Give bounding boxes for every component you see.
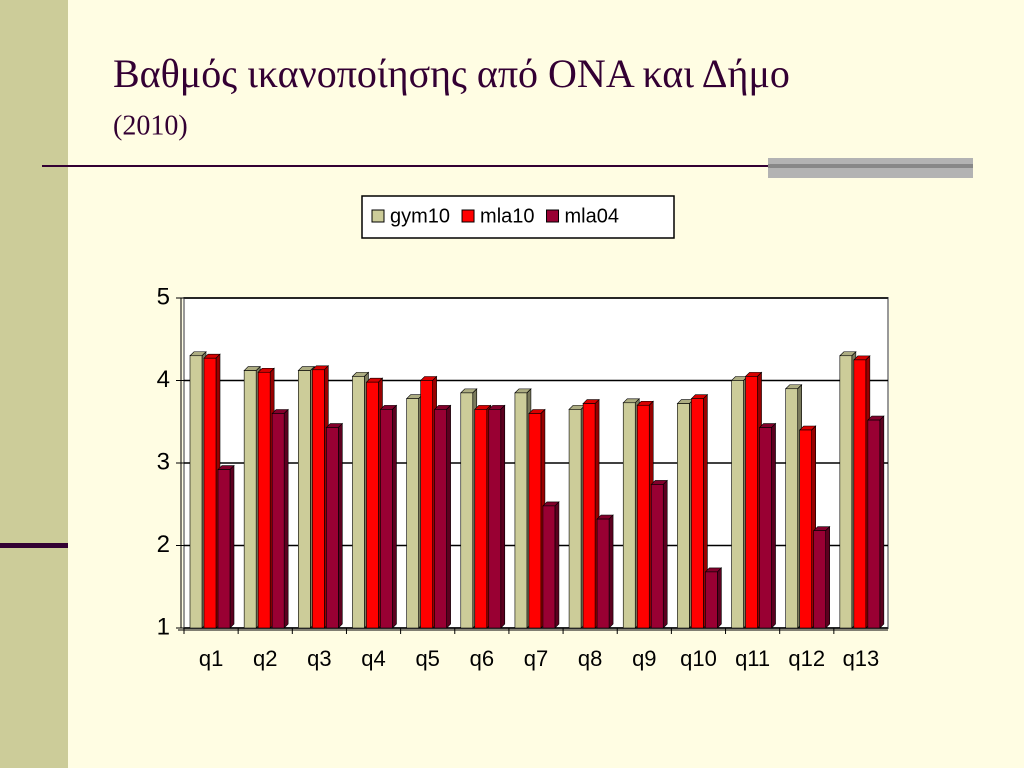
bar bbox=[853, 359, 867, 629]
chart-title: Βαθμός ικανοποίησης από ΟΝΑ και Δήμο bbox=[113, 51, 790, 96]
bar bbox=[622, 402, 636, 629]
bar bbox=[514, 392, 528, 629]
y-tick-label: 3 bbox=[157, 448, 170, 475]
bar-side bbox=[554, 501, 560, 629]
bar-side bbox=[771, 422, 776, 629]
legend-label: gym10 bbox=[390, 205, 450, 227]
bar-side bbox=[446, 404, 451, 629]
bar bbox=[582, 403, 596, 629]
bar bbox=[596, 518, 610, 629]
bar-side bbox=[825, 525, 830, 629]
bar bbox=[243, 370, 257, 629]
side-strip bbox=[0, 0, 68, 768]
bar bbox=[203, 357, 217, 629]
x-tick-label: q10 bbox=[680, 646, 717, 671]
bar bbox=[420, 380, 433, 629]
bar-side bbox=[283, 408, 289, 629]
x-tick-label: q3 bbox=[307, 646, 331, 671]
chart-subtitle: (2010) bbox=[113, 110, 188, 141]
bar bbox=[636, 404, 650, 629]
bar-side bbox=[392, 404, 397, 629]
bar bbox=[677, 403, 690, 629]
bar bbox=[488, 409, 502, 629]
bar bbox=[352, 376, 365, 629]
bar bbox=[731, 380, 744, 629]
x-tick-label: q1 bbox=[199, 646, 223, 671]
y-tick-label: 2 bbox=[157, 531, 170, 558]
bar bbox=[406, 398, 419, 629]
bar-side bbox=[608, 514, 614, 629]
y-tick-label: 4 bbox=[157, 366, 170, 393]
y-tick-label: 5 bbox=[157, 283, 170, 310]
bar bbox=[217, 469, 231, 629]
legend-swatch bbox=[546, 209, 560, 223]
x-tick-label: q2 bbox=[253, 646, 277, 671]
bar-side bbox=[338, 422, 343, 629]
bar bbox=[759, 427, 772, 629]
bar-side bbox=[879, 415, 885, 629]
bar bbox=[460, 392, 474, 629]
bar bbox=[813, 530, 826, 629]
bar bbox=[434, 409, 447, 629]
bar bbox=[271, 413, 285, 629]
bar bbox=[298, 370, 311, 629]
bar bbox=[380, 409, 393, 629]
bar bbox=[568, 409, 582, 629]
bar bbox=[257, 371, 271, 629]
bar bbox=[705, 571, 718, 629]
bar-side bbox=[717, 567, 722, 629]
x-tick-label: q11 bbox=[735, 646, 770, 671]
x-tick-label: q9 bbox=[632, 646, 656, 671]
bar-side bbox=[500, 404, 506, 629]
legend bbox=[361, 195, 675, 239]
x-tick-label: q7 bbox=[524, 646, 548, 671]
legend-label: mla04 bbox=[565, 205, 619, 227]
x-tick-label: q12 bbox=[788, 646, 825, 671]
bar bbox=[785, 388, 798, 629]
x-tick-label: q13 bbox=[843, 646, 880, 671]
bar bbox=[867, 419, 881, 629]
bar bbox=[542, 505, 556, 629]
chart: 1 2 3 4 5 q1 q2 q3 q4 q5 q6 q7 q8 q9 q10 q11 q12 q13 gym10… bbox=[157, 205, 888, 671]
bar bbox=[745, 376, 758, 629]
bar bbox=[366, 381, 379, 629]
bar bbox=[474, 409, 488, 629]
x-tick-label: q8 bbox=[578, 646, 602, 671]
legend-swatch bbox=[371, 209, 385, 223]
x-tick-label: q6 bbox=[470, 646, 494, 671]
bar-side bbox=[662, 479, 668, 629]
strip-accent bbox=[0, 543, 68, 548]
x-tick-label: q4 bbox=[361, 646, 385, 671]
title-rule bbox=[42, 165, 970, 167]
legend-label: mla10 bbox=[480, 205, 534, 227]
bar bbox=[528, 413, 542, 629]
legend-swatch bbox=[461, 209, 475, 223]
bar-side bbox=[229, 464, 235, 629]
bar bbox=[799, 429, 812, 629]
x-tick-label: q5 bbox=[415, 646, 439, 671]
bar bbox=[691, 398, 704, 629]
bar bbox=[326, 427, 339, 629]
bar bbox=[189, 355, 203, 629]
bar bbox=[312, 369, 325, 629]
y-tick-label: 1 bbox=[157, 613, 170, 640]
bar bbox=[650, 484, 664, 629]
rule-accent-line bbox=[768, 164, 973, 168]
bar bbox=[839, 355, 853, 629]
